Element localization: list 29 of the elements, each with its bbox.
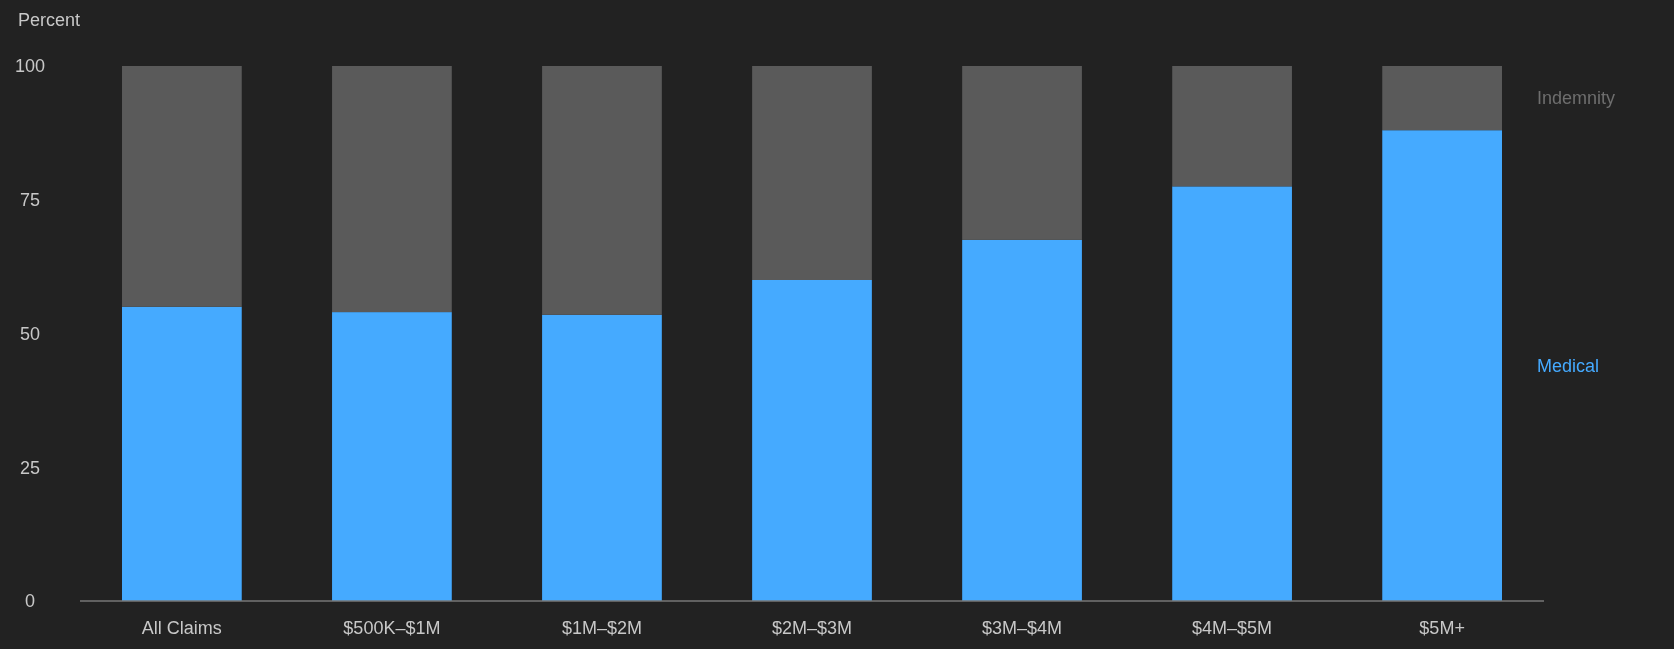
bar — [752, 280, 872, 601]
series-label: Indemnity — [1536, 88, 1616, 109]
x-tick-label: $2M–$3M — [771, 618, 853, 638]
bar — [122, 66, 242, 307]
y-tick-label: 75 — [19, 190, 41, 211]
x-tick-label: All Claims — [141, 618, 222, 638]
y-tick-label: 50 — [19, 323, 41, 344]
y-axis-title: Percent — [18, 10, 81, 30]
bar — [1172, 186, 1292, 601]
bar — [542, 66, 662, 315]
x-tick-label: $5M+ — [1419, 618, 1465, 638]
bar — [1172, 66, 1292, 187]
x-tick-label: $4M–$5M — [1192, 618, 1273, 638]
bar — [962, 239, 1082, 601]
x-tick-label: $500K–$1M — [343, 618, 441, 638]
bar — [332, 66, 452, 313]
y-tick-label: 0 — [24, 591, 36, 612]
bar — [752, 66, 872, 280]
series-label: Medical — [1536, 355, 1600, 376]
bar — [542, 314, 662, 601]
y-tick-label: 25 — [19, 457, 41, 478]
x-tick-label: $1M–$2M — [561, 618, 642, 638]
y-tick-label: 100 — [14, 56, 46, 77]
bar — [122, 306, 242, 601]
bar — [1382, 130, 1502, 601]
bar — [962, 66, 1082, 240]
bar — [332, 312, 452, 601]
bar — [1382, 66, 1502, 131]
x-tick-label: $3M–$4M — [982, 618, 1063, 638]
